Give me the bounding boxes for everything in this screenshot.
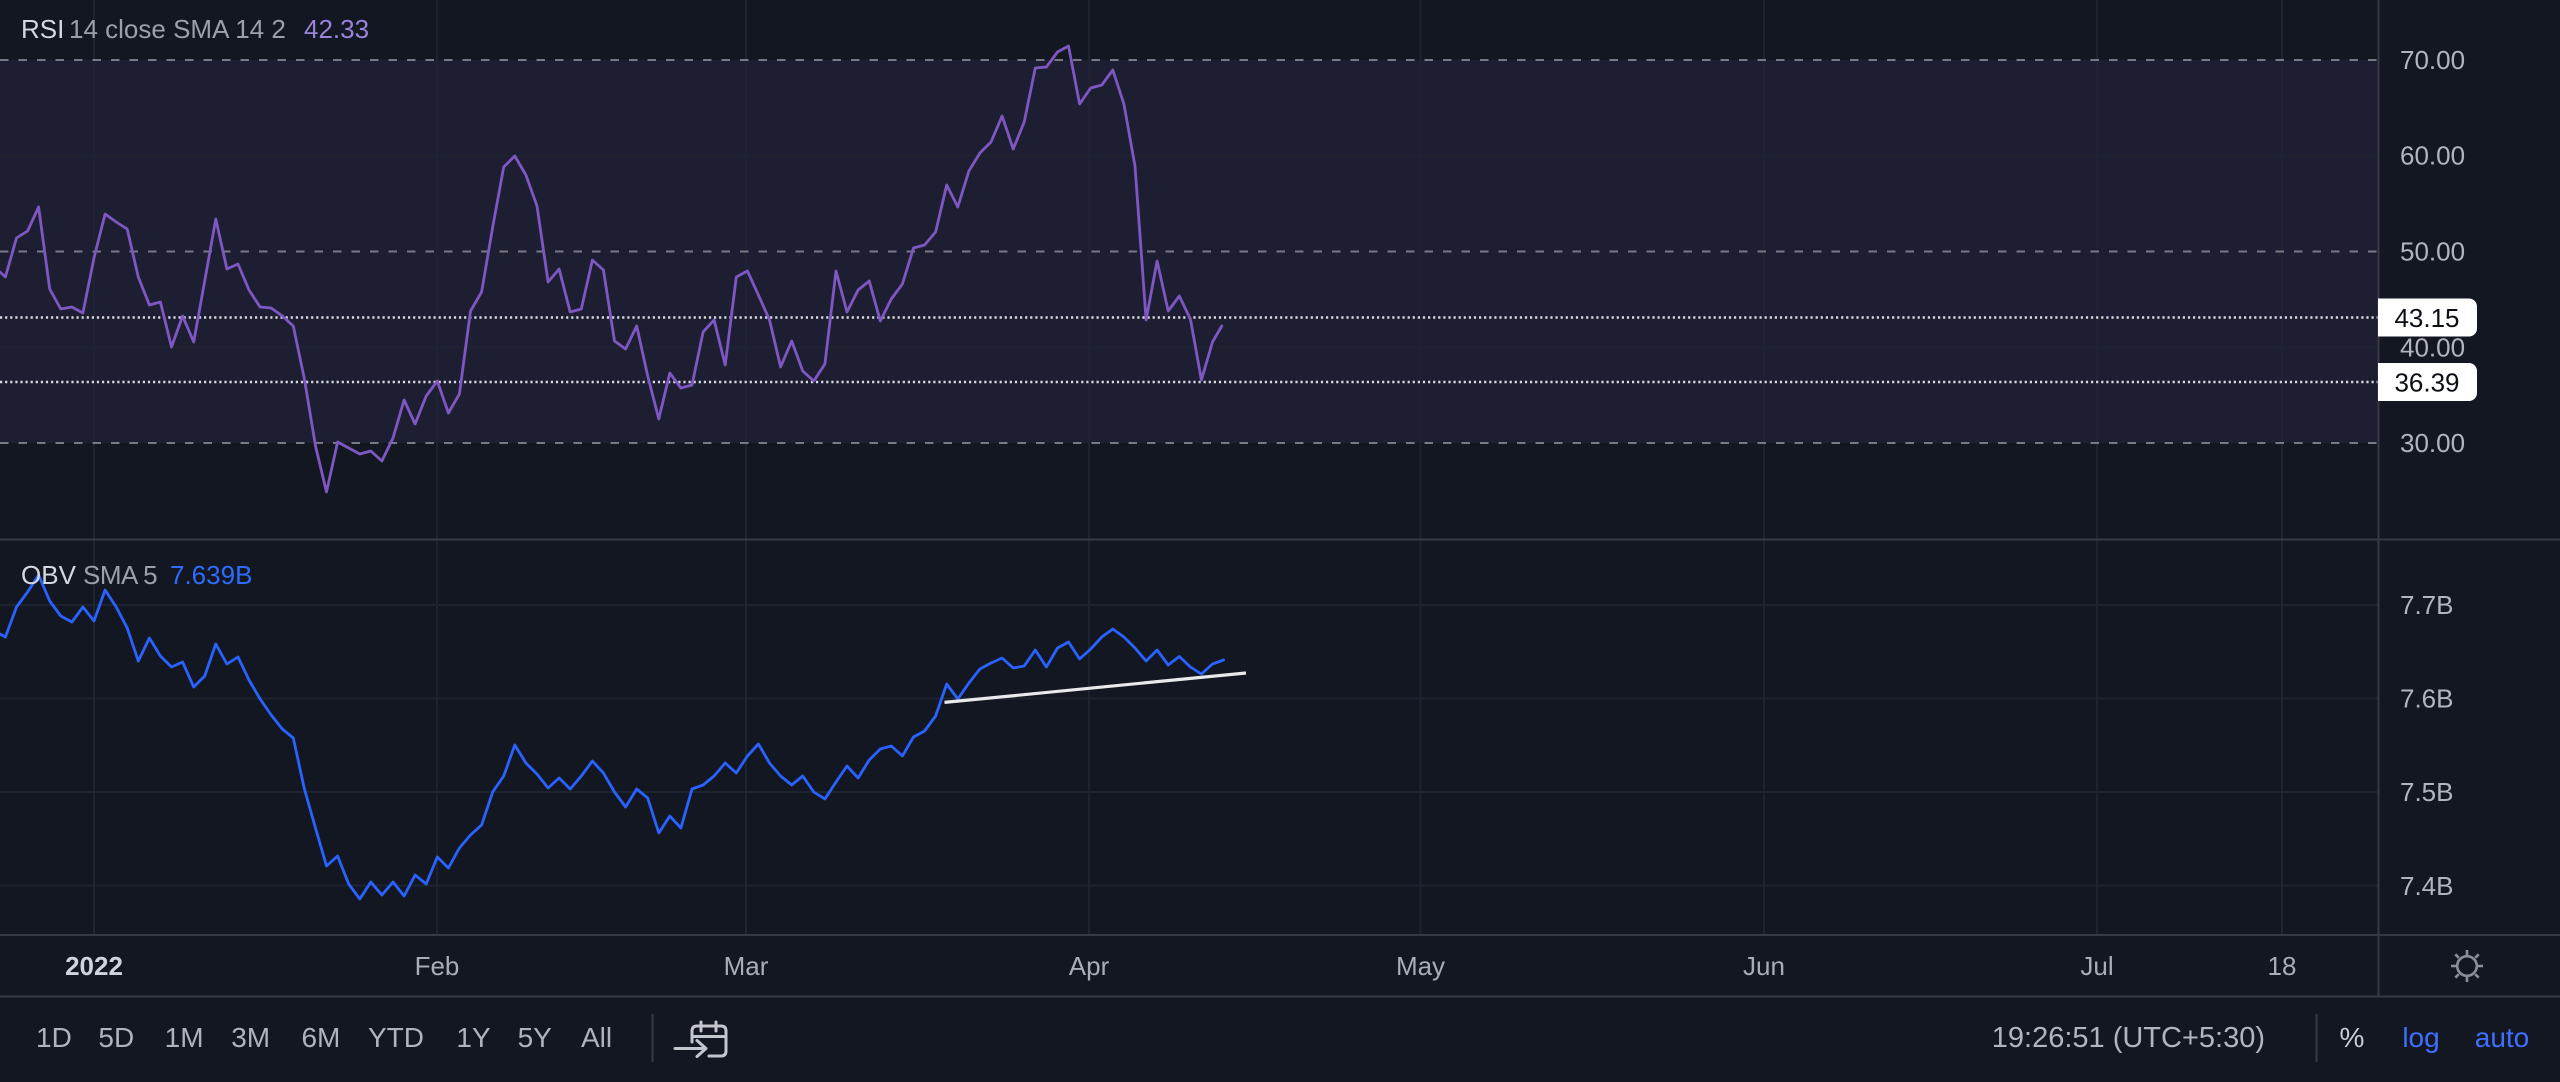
svg-text:30.00: 30.00: [2400, 428, 2465, 458]
svg-text:May: May: [1396, 951, 1445, 981]
svg-text:RSI: RSI: [21, 14, 64, 44]
svg-text:Mar: Mar: [724, 951, 769, 981]
svg-text:7.4B: 7.4B: [2400, 871, 2454, 901]
svg-text:1Y: 1Y: [456, 1022, 491, 1053]
svg-text:1M: 1M: [165, 1022, 204, 1053]
svg-text:3M: 3M: [231, 1022, 270, 1053]
svg-text:7.7B: 7.7B: [2400, 590, 2454, 620]
svg-text:19:26:51 (UTC+5:30): 19:26:51 (UTC+5:30): [1992, 1022, 2265, 1054]
svg-text:7.639B: 7.639B: [170, 560, 252, 590]
svg-text:6M: 6M: [301, 1022, 340, 1053]
svg-text:YTD: YTD: [368, 1022, 424, 1053]
svg-text:%: %: [2340, 1022, 2365, 1053]
svg-text:5Y: 5Y: [518, 1022, 553, 1053]
svg-text:43.15: 43.15: [2394, 303, 2459, 333]
svg-text:Apr: Apr: [1069, 951, 1110, 981]
svg-text:5D: 5D: [98, 1022, 134, 1053]
svg-text:50.00: 50.00: [2400, 237, 2465, 267]
svg-text:Jul: Jul: [2080, 951, 2113, 981]
svg-text:OBV: OBV: [21, 560, 77, 590]
svg-text:Feb: Feb: [415, 951, 460, 981]
svg-text:log: log: [2402, 1022, 2439, 1053]
svg-text:7.5B: 7.5B: [2400, 777, 2454, 807]
svg-text:40.00: 40.00: [2400, 332, 2465, 362]
svg-text:SMA 5: SMA 5: [83, 560, 157, 590]
svg-text:All: All: [581, 1022, 612, 1053]
svg-text:18: 18: [2268, 951, 2297, 981]
svg-text:14 close SMA 14 2: 14 close SMA 14 2: [69, 14, 286, 44]
svg-text:Jun: Jun: [1743, 951, 1785, 981]
svg-text:36.39: 36.39: [2394, 368, 2459, 398]
svg-text:2022: 2022: [65, 951, 123, 981]
svg-text:42.33: 42.33: [304, 14, 369, 44]
svg-text:7.6B: 7.6B: [2400, 684, 2454, 714]
svg-text:60.00: 60.00: [2400, 141, 2465, 171]
svg-text:auto: auto: [2475, 1022, 2530, 1053]
svg-text:1D: 1D: [36, 1022, 72, 1053]
svg-text:70.00: 70.00: [2400, 45, 2465, 75]
